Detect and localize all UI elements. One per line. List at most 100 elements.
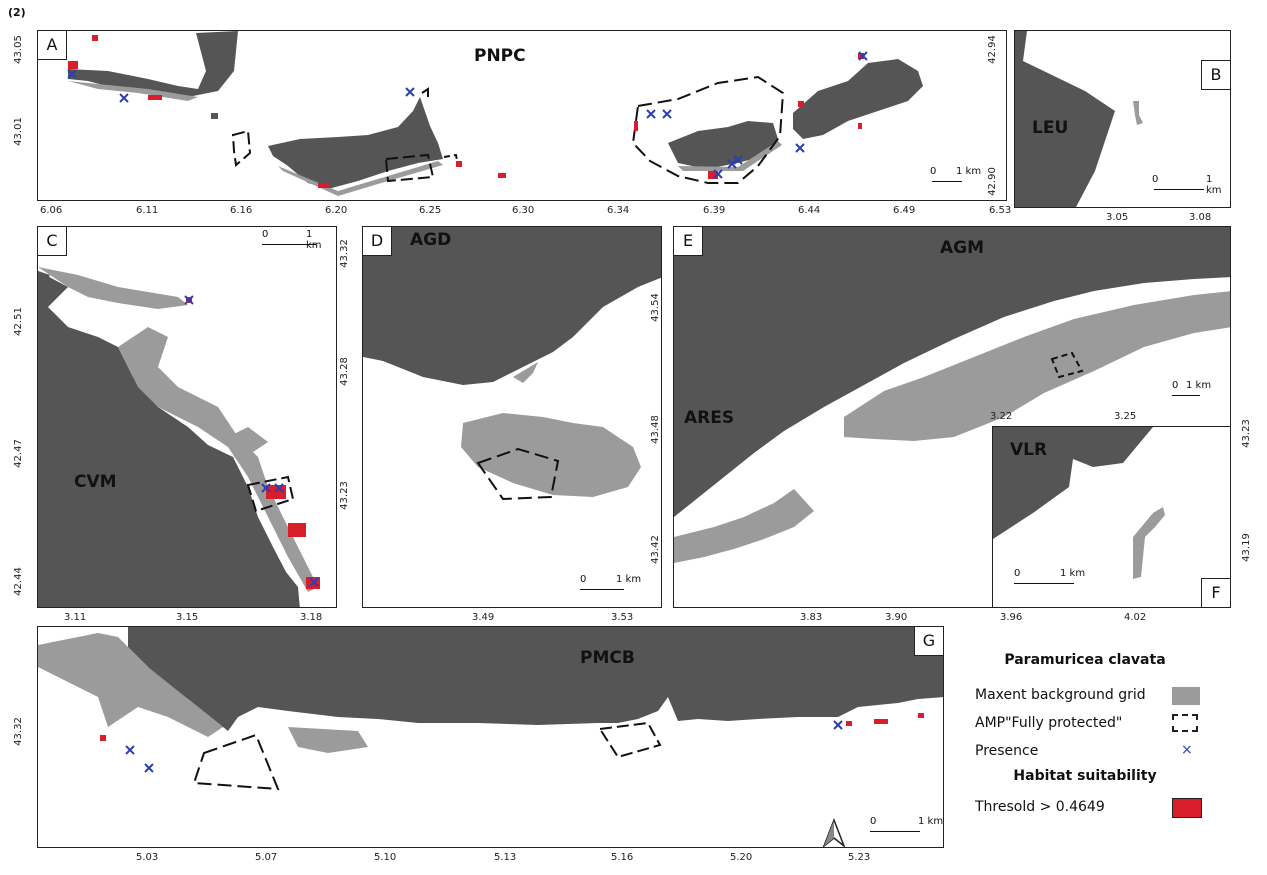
tick-g-x: 5.03 <box>136 852 159 863</box>
mpa-a-1 <box>231 129 252 167</box>
tick-d-x: 3.53 <box>611 612 634 623</box>
land-banyuls <box>128 627 943 731</box>
tick-b-x: 3.08 <box>1189 212 1212 223</box>
land-porquerolles <box>268 97 443 189</box>
land-agde <box>363 227 661 385</box>
site-label-agd: AGD <box>410 230 452 250</box>
scale-bar-d: 0 1 km <box>580 572 650 594</box>
tick-g-y: 43.32 <box>12 717 24 746</box>
legend-suitability-title: Habitat suitability <box>1013 768 1157 784</box>
land-agm <box>674 227 1230 517</box>
north-arrow-icon <box>822 817 846 852</box>
scale-label: 1 km <box>1206 174 1222 196</box>
scale-label: 1 km <box>616 574 642 585</box>
tick-a-x: 6.06 <box>40 205 63 216</box>
map-panel-g <box>37 626 944 848</box>
scale-bar-c: 0 1 km <box>262 227 322 251</box>
site-label-ares: ARES <box>684 408 735 428</box>
tick-c-y: 42.47 <box>12 439 24 468</box>
scale-label: 1 km <box>956 166 982 177</box>
map-f-canvas <box>993 427 1165 579</box>
tick-d-y: 43.28 <box>338 357 350 386</box>
legend-item-label: Maxent background grid <box>975 687 1146 703</box>
site-label-pnpc: PNPC <box>474 46 526 66</box>
land-portcros <box>668 121 778 169</box>
map-b-canvas <box>1015 31 1143 207</box>
legend-species-title: Paramuricea clavata <box>1004 652 1166 668</box>
map-c-canvas <box>38 267 320 607</box>
site-label-agm: AGM <box>940 238 985 258</box>
tick-e-x: 3.90 <box>885 612 908 623</box>
scale-zero: 0 <box>870 816 877 827</box>
tick-a-x: 6.39 <box>703 205 726 216</box>
tick-a-x: 6.34 <box>607 205 630 216</box>
scale-bar-f: 0 1 km <box>1014 566 1094 588</box>
tick-g-x: 5.16 <box>611 852 634 863</box>
tick-c-x: 3.18 <box>300 612 323 623</box>
mpa-g-2 <box>598 721 662 759</box>
scale-zero: 0 <box>930 166 937 177</box>
tick-c-y: 42.44 <box>12 567 24 596</box>
scale-bar-a: 0 1 km <box>930 164 990 186</box>
map-d-canvas <box>363 227 661 501</box>
tick-a-x: 6.44 <box>798 205 821 216</box>
scale-zero: 0 <box>580 574 587 585</box>
land-cote-vermeille <box>38 271 300 607</box>
grid-d <box>461 413 641 497</box>
tick-e-x: 3.83 <box>800 612 823 623</box>
map-panel-f <box>992 426 1231 608</box>
scale-label: 1 km <box>1186 380 1212 391</box>
presence-icon: × <box>1181 742 1193 758</box>
mpa-a-3 <box>443 153 459 166</box>
panel-letter-c: C <box>37 226 67 256</box>
mpa-a-4 <box>631 75 785 184</box>
mpa-g-1 <box>192 733 280 791</box>
tick-g-x: 5.07 <box>255 852 278 863</box>
tick-f-x-top: 3.25 <box>1114 411 1137 422</box>
site-label-cvm: CVM <box>74 472 117 492</box>
legend-item-label: AMP"Fully protected" <box>975 715 1123 731</box>
tick-a-x: 6.25 <box>419 205 442 216</box>
grid-f <box>1133 507 1165 579</box>
tick-g-x: 5.23 <box>848 852 871 863</box>
tick-a-x: 6.49 <box>893 205 916 216</box>
tick-a-x: 6.53 <box>989 205 1012 216</box>
map-g-canvas <box>38 627 943 791</box>
tick-a-x: 6.30 <box>512 205 535 216</box>
map-panel-c <box>37 226 337 608</box>
tick-a-y: 43.01 <box>12 117 24 146</box>
tick-d-x: 3.49 <box>472 612 495 623</box>
scale-zero: 0 <box>262 229 269 240</box>
scale-bar-b: 0 1 km <box>1152 172 1222 196</box>
mpa-e <box>1050 351 1084 379</box>
panel-letter-d: D <box>362 226 392 256</box>
land-porquerolles-west <box>68 31 238 97</box>
tick-c-x: 3.11 <box>64 612 87 623</box>
tick-c-y: 42.51 <box>12 307 24 336</box>
tick-f-y: 43.19 <box>1240 533 1252 562</box>
habitat-g <box>100 713 924 741</box>
legend-threshold-label: Thresold > 0.4649 <box>975 799 1105 815</box>
tick-f-x: 4.02 <box>1124 612 1147 623</box>
tick-e-y: 43.42 <box>649 535 661 564</box>
mpa-a-5 <box>421 87 429 97</box>
tick-g-x: 5.20 <box>730 852 753 863</box>
tick-a-x: 6.11 <box>136 205 159 216</box>
scale-label: 1 km <box>918 816 944 827</box>
site-label-pmcb: PMCB <box>580 648 635 668</box>
figure-label: (2) <box>8 6 26 19</box>
map-panel-a <box>37 30 1007 201</box>
tick-f-x-top: 3.22 <box>990 411 1013 422</box>
site-label-leu: LEU <box>1032 118 1069 138</box>
land-leucate <box>1015 31 1115 207</box>
land-cote-vermeille-north <box>38 271 50 283</box>
map-a-canvas <box>68 31 923 196</box>
tick-d-y: 43.23 <box>338 481 350 510</box>
panel-letter-a: A <box>37 30 67 60</box>
tick-f-x: 3.96 <box>1000 612 1023 623</box>
scale-bar-g: 0 1 km <box>870 814 950 836</box>
land-vlr <box>993 427 1153 539</box>
tick-a-x: 6.20 <box>325 205 348 216</box>
tick-d-y: 43.32 <box>338 239 350 268</box>
panel-letter-f: F <box>1201 578 1231 608</box>
